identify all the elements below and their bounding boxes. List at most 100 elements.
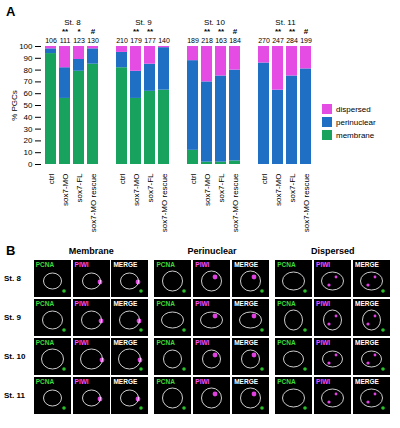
html-text:PCNA: PCNA [35, 261, 55, 268]
svg-text:% PGCs: % PGCs [10, 90, 19, 121]
svg-text:ctrl: ctrl [189, 173, 198, 184]
html-text:PCNA: PCNA [35, 378, 55, 385]
html-text:St. 10: St. 10 [4, 352, 26, 361]
svg-text:ctrl: ctrl [260, 173, 269, 184]
svg-text:St. 11: St. 11 [275, 18, 296, 27]
svg-text:**: ** [147, 27, 154, 36]
svg-text:sox7-FL: sox7-FL [75, 173, 84, 202]
svg-text:140: 140 [158, 37, 170, 44]
svg-text:sox7-MO: sox7-MO [203, 174, 212, 206]
svg-text:111: 111 [60, 37, 71, 44]
svg-text:270: 270 [258, 37, 270, 44]
svg-text:210: 210 [116, 37, 128, 44]
svg-text:**: ** [289, 27, 296, 36]
svg-text:0: 0 [28, 160, 33, 169]
svg-text:130: 130 [87, 37, 99, 44]
svg-text:100: 100 [19, 42, 33, 51]
svg-text:177: 177 [144, 37, 156, 44]
svg-text:218: 218 [201, 37, 213, 44]
svg-text:sox7-MO rescue: sox7-MO rescue [89, 173, 98, 232]
html-text:PCNA: PCNA [277, 339, 296, 346]
svg-text:sox7-MO: sox7-MO [61, 174, 70, 206]
svg-text:80: 80 [24, 66, 33, 75]
html-text:PIWI: PIWI [195, 300, 210, 307]
html-text:PIWI: PIWI [74, 378, 89, 385]
html-text:St. 8: St. 8 [4, 274, 21, 283]
svg-text:106: 106 [45, 37, 57, 44]
html-text:PIWI: PIWI [74, 300, 89, 307]
html-text:Dispersed: Dispersed [310, 246, 355, 256]
html-text:St. 11: St. 11 [4, 391, 25, 400]
html-text:St. 9: St. 9 [4, 313, 21, 322]
svg-text:30: 30 [24, 125, 33, 134]
svg-text:90: 90 [24, 54, 33, 63]
html-text:MERGE: MERGE [234, 300, 258, 307]
html-text:dispersed: dispersed [336, 104, 371, 114]
html-text:membrane: membrane [336, 130, 375, 140]
svg-text:ctrl: ctrl [47, 173, 56, 184]
html-text:PIWI: PIWI [316, 300, 331, 307]
svg-text:#: # [304, 27, 309, 36]
svg-text:St. 8: St. 8 [64, 18, 81, 27]
svg-text:ctrl: ctrl [118, 173, 127, 184]
svg-text:163: 163 [215, 37, 227, 44]
html-text:B: B [6, 243, 16, 258]
svg-text:199: 199 [300, 37, 312, 44]
html-text:PCNA: PCNA [277, 300, 296, 307]
svg-text:*: * [77, 27, 81, 36]
svg-text:sox7-MO rescue: sox7-MO rescue [231, 173, 240, 232]
svg-text:#: # [233, 27, 238, 36]
svg-text:189: 189 [187, 37, 199, 44]
html-text:PIWI: PIWI [316, 339, 331, 346]
svg-text:**: ** [218, 27, 225, 36]
svg-text:179: 179 [130, 37, 142, 44]
svg-text:20: 20 [24, 136, 33, 145]
html-text:Perinuclear: Perinuclear [187, 246, 237, 256]
svg-text:sox7-MO rescue: sox7-MO rescue [160, 173, 169, 232]
html-text:PIWI: PIWI [316, 261, 331, 268]
svg-text:St. 9: St. 9 [135, 18, 152, 27]
svg-text:sox7-FL: sox7-FL [146, 173, 155, 202]
html-text:PIWI: PIWI [74, 339, 89, 346]
html-text:PIWI: PIWI [195, 339, 210, 346]
html-text:PIWI: PIWI [74, 261, 89, 268]
svg-text:284: 284 [286, 37, 298, 44]
svg-text:184: 184 [229, 37, 241, 44]
svg-text:sox7-MO: sox7-MO [132, 174, 141, 206]
svg-text:**: ** [204, 27, 211, 36]
html-text:perinuclear: perinuclear [336, 117, 376, 127]
html-text:PCNA: PCNA [35, 300, 55, 307]
html-text:MERGE: MERGE [113, 261, 138, 268]
svg-text:247: 247 [272, 37, 284, 44]
svg-text:sox7-FL: sox7-FL [217, 173, 226, 202]
html-text:PCNA: PCNA [277, 261, 296, 268]
html-text:MERGE: MERGE [355, 300, 379, 307]
svg-text:**: ** [275, 27, 282, 36]
svg-text:60: 60 [24, 89, 33, 98]
svg-text:10: 10 [24, 148, 33, 157]
html-text:MERGE: MERGE [355, 339, 379, 346]
svg-text:#: # [91, 27, 96, 36]
svg-text:**: ** [62, 27, 69, 36]
svg-text:sox7-MO: sox7-MO [274, 174, 283, 206]
html-text:MERGE: MERGE [113, 339, 138, 346]
svg-text:50: 50 [24, 101, 33, 110]
svg-text:**: ** [133, 27, 140, 36]
html-text:PCNA: PCNA [35, 339, 55, 346]
html-text:MERGE: MERGE [234, 339, 258, 346]
html-text:PCNA: PCNA [156, 300, 175, 307]
svg-text:70: 70 [24, 77, 33, 86]
svg-text:sox7-FL: sox7-FL [288, 173, 297, 202]
html-text:MERGE: MERGE [355, 261, 379, 268]
html-text:MERGE: MERGE [113, 300, 138, 307]
html-text:PCNA: PCNA [156, 339, 175, 346]
html-text:Membrane: Membrane [68, 246, 114, 256]
html-text:MERGE: MERGE [234, 261, 258, 268]
svg-text:40: 40 [24, 113, 33, 122]
svg-text:sox7-MO rescue: sox7-MO rescue [302, 173, 311, 232]
svg-text:St. 10: St. 10 [204, 18, 225, 27]
html-text:PCNA: PCNA [156, 261, 175, 268]
html-text:PIWI: PIWI [195, 261, 210, 268]
html-text:A: A [6, 4, 16, 19]
svg-text:123: 123 [73, 37, 85, 44]
